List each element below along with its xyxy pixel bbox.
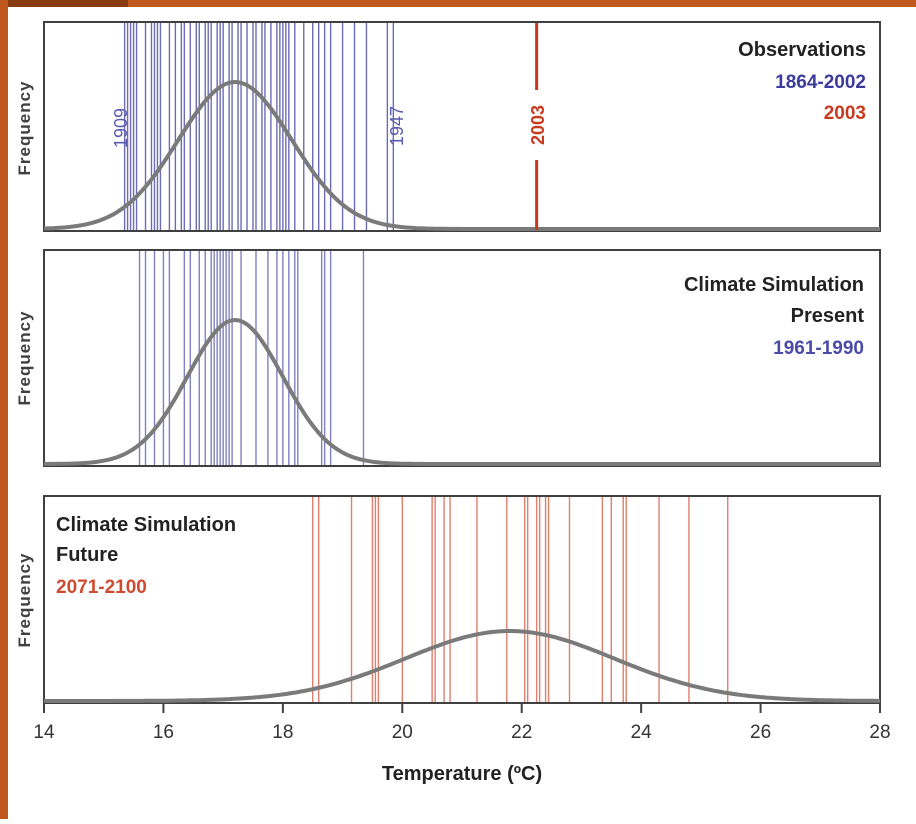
- legend-label-2071-2100: 2071-2100: [56, 577, 147, 598]
- panel-simulation-present-ylabel: Frequency: [15, 311, 34, 406]
- panel-simulation-future-plot-area: [43, 495, 881, 704]
- panel-observations-plot-area: [43, 21, 881, 232]
- annotation-2003: 2003: [528, 105, 548, 145]
- panel-observations: Frequency 1909 1947 2003 Observations 18…: [15, 21, 881, 232]
- left-border-bar: [0, 0, 8, 819]
- panel-observations-distribution-curve: [43, 79, 880, 231]
- x-tick-label: 14: [33, 722, 55, 743]
- x-tick-label: 20: [392, 722, 413, 743]
- panel-simulation-future: Frequency Climate Simulation Future 2071…: [15, 495, 881, 704]
- top-border-bar: [0, 0, 916, 7]
- panel-simulation-future-title: Climate Simulation: [56, 514, 236, 536]
- x-axis-label: Temperature (ºC): [382, 763, 542, 785]
- x-tick-label: 26: [750, 722, 771, 743]
- top-border-accent: [8, 0, 128, 7]
- panel-simulation-present-subtitle: Present: [791, 305, 865, 327]
- x-tick-label: 18: [272, 722, 293, 743]
- panel-observations-ylabel: Frequency: [15, 81, 34, 176]
- year-2003-label-bg: [524, 90, 550, 160]
- panel-observations-year-lines: [123, 23, 395, 230]
- panel-simulation-present-plot-area: [43, 249, 881, 467]
- legend-label-1864-2002: 1864-2002: [775, 72, 866, 93]
- panel-simulation-present: Frequency Climate Simulation Present 196…: [15, 249, 881, 467]
- panel-simulation-present-title: Climate Simulation: [684, 274, 864, 296]
- legend-label-1961-1990: 1961-1990: [773, 338, 864, 359]
- legend-label-2003: 2003: [824, 103, 866, 124]
- annotation-1909: 1909: [111, 108, 131, 148]
- panel-simulation-future-ylabel: Frequency: [15, 553, 34, 648]
- x-axis: 14 16 18 20 22 24 26 28: [33, 703, 891, 743]
- x-tick-label: 16: [153, 722, 174, 743]
- panel-observations-title: Observations: [738, 39, 866, 61]
- x-tick-label: 28: [869, 722, 890, 743]
- panel-simulation-future-subtitle: Future: [56, 544, 118, 566]
- x-tick-label: 24: [631, 722, 653, 743]
- panel-simulation-present-distribution-curve: [43, 317, 880, 466]
- annotation-1947: 1947: [387, 106, 407, 146]
- panel-simulation-future-distribution-curve: [44, 629, 880, 703]
- x-tick-label: 22: [511, 722, 532, 743]
